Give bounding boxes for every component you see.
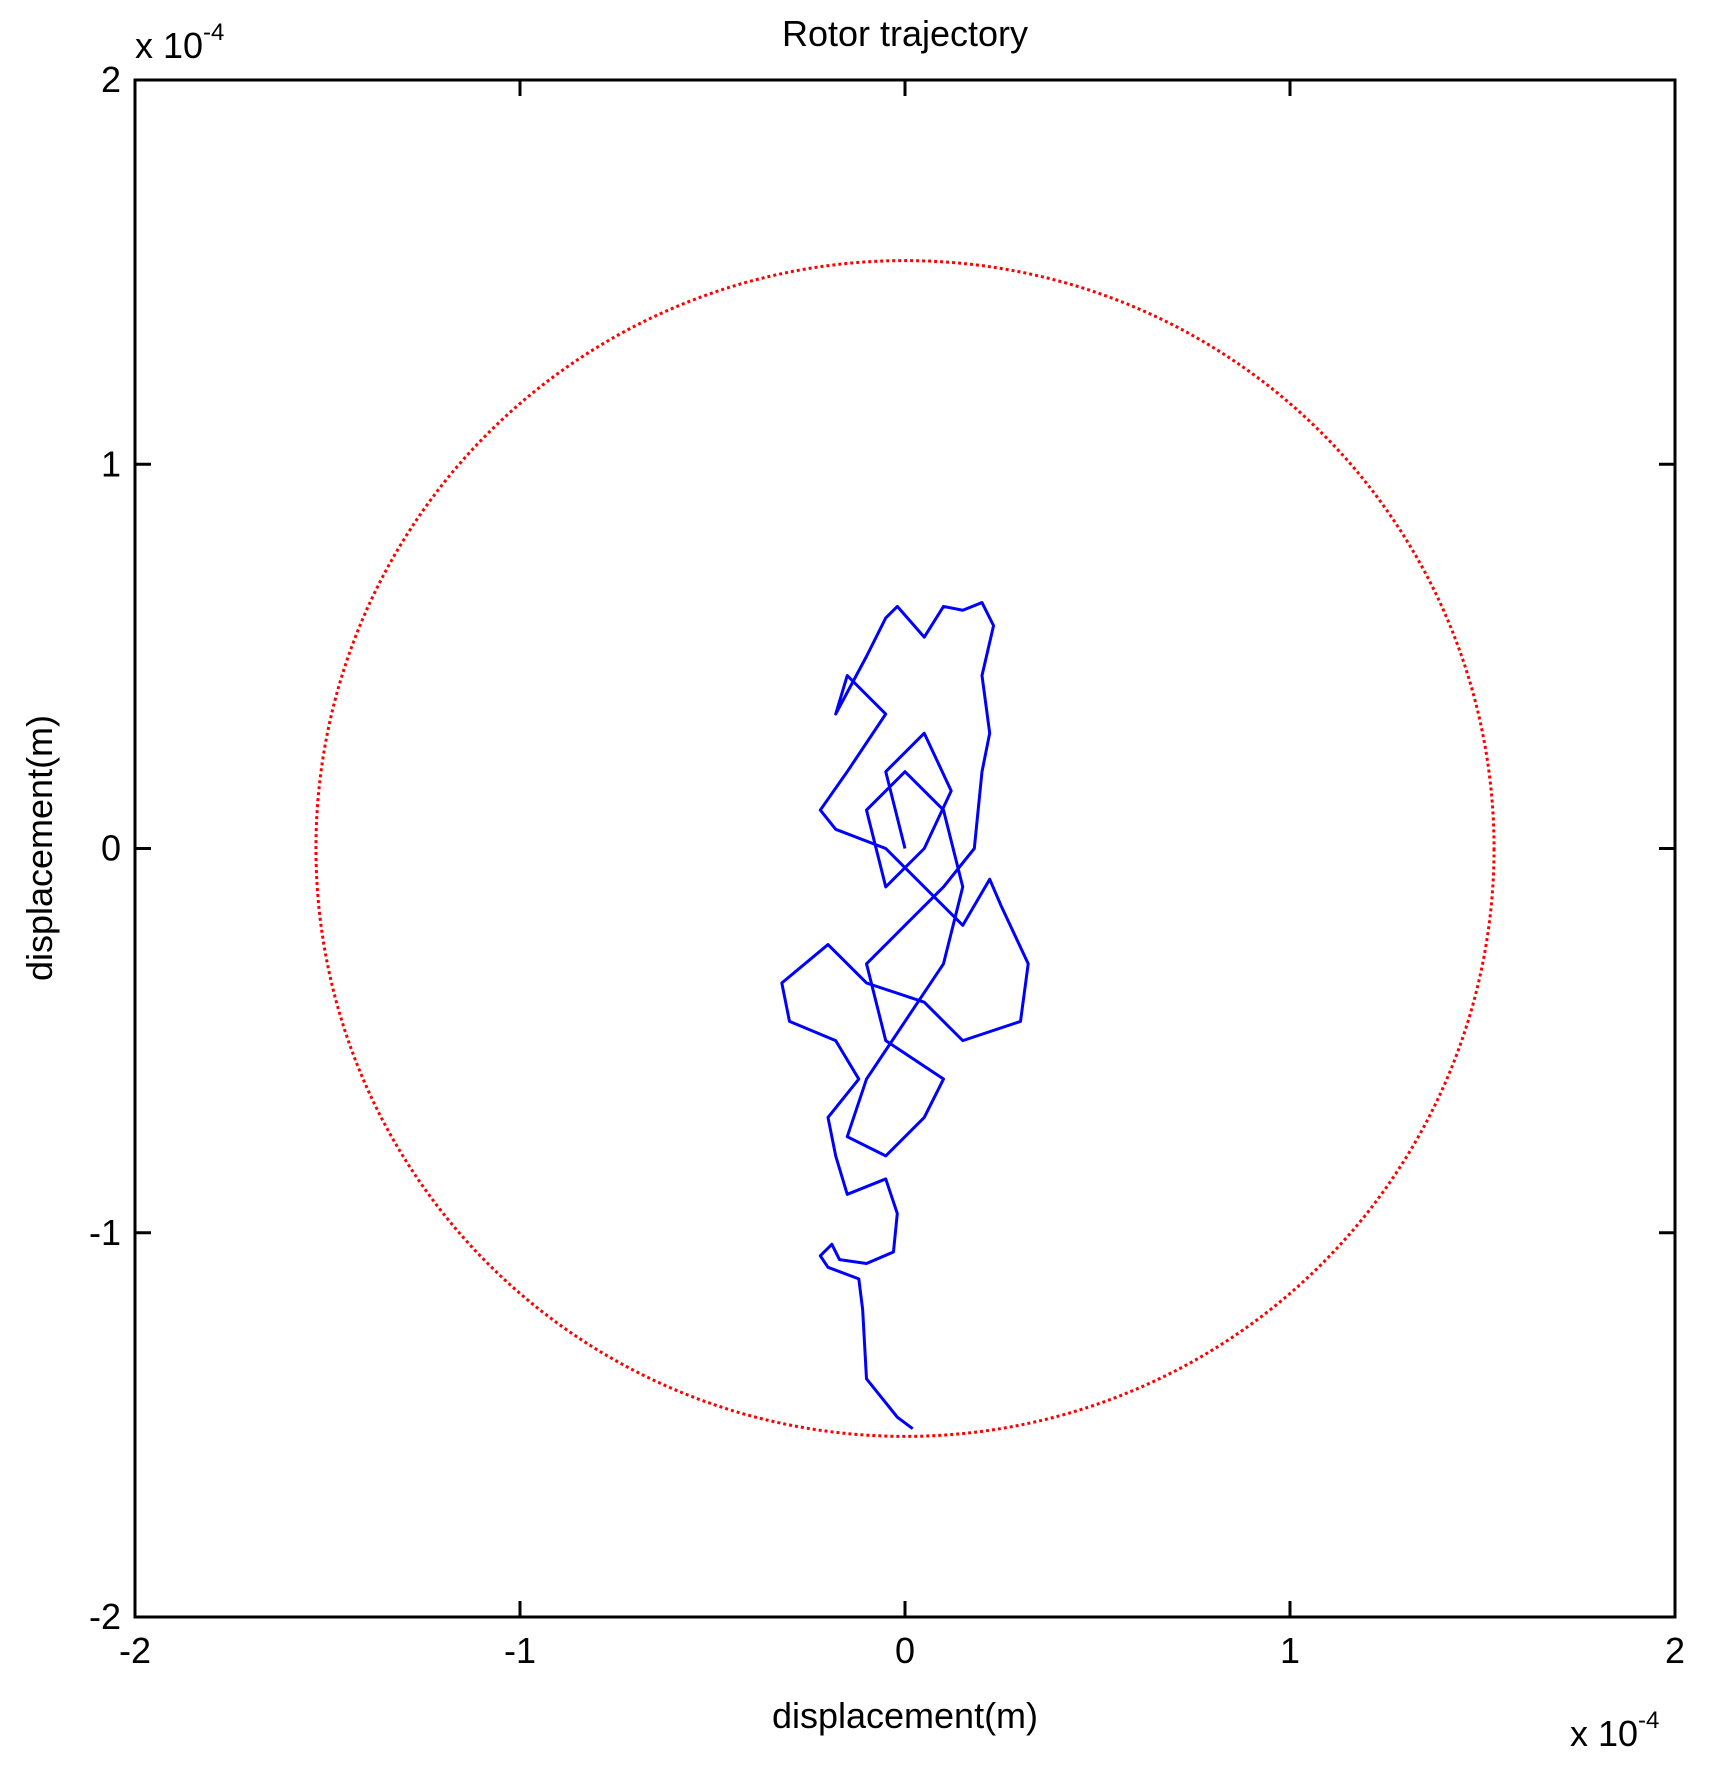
boundary-circle (314, 259, 1496, 1438)
trajectory (780, 601, 1030, 1430)
y-tick-label: 1 (101, 443, 121, 484)
x-tick-label: 0 (895, 1630, 915, 1671)
chart-title: Rotor trajectory (782, 13, 1028, 54)
y-multiplier: x 10-4 (135, 19, 224, 66)
x-multiplier-exponent: -4 (1638, 1707, 1659, 1734)
x-multiplier: x 10-4 (1570, 1707, 1659, 1754)
x-tick-label: -1 (504, 1630, 536, 1671)
x-axis-label: displacement(m) (772, 1695, 1038, 1736)
y-multiplier-exponent: -4 (203, 19, 224, 46)
y-multiplier-base: x 10 (135, 25, 203, 66)
x-tick-label: -2 (119, 1630, 151, 1671)
x-tick-label: 1 (1280, 1630, 1300, 1671)
y-tick-label: -1 (89, 1212, 121, 1253)
y-tick-label: 2 (101, 59, 121, 100)
x-multiplier-base: x 10 (1570, 1713, 1638, 1754)
x-tick-label: 2 (1665, 1630, 1685, 1671)
y-tick-label: -2 (89, 1596, 121, 1637)
y-tick-label: 0 (101, 828, 121, 869)
y-axis-label: displacement(m) (19, 715, 60, 981)
